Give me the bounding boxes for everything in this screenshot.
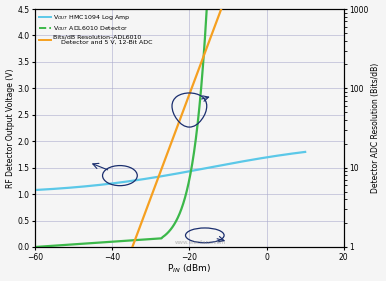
Text: www.elecfans.com: www.elecfans.com bbox=[175, 241, 227, 246]
Y-axis label: RF Detector Output Voltage (V): RF Detector Output Voltage (V) bbox=[5, 68, 15, 188]
X-axis label: P$_{IN}$ (dBm): P$_{IN}$ (dBm) bbox=[167, 263, 212, 275]
Legend: V$_{OUT}$ HMC1094 Log Amp, V$_{OUT}$ ADL6010 Detector, Bits/dB Resolution–ADL601: V$_{OUT}$ HMC1094 Log Amp, V$_{OUT}$ ADL… bbox=[38, 12, 154, 47]
Y-axis label: Detector ADC Resolution (Bits/dB): Detector ADC Resolution (Bits/dB) bbox=[371, 63, 381, 193]
